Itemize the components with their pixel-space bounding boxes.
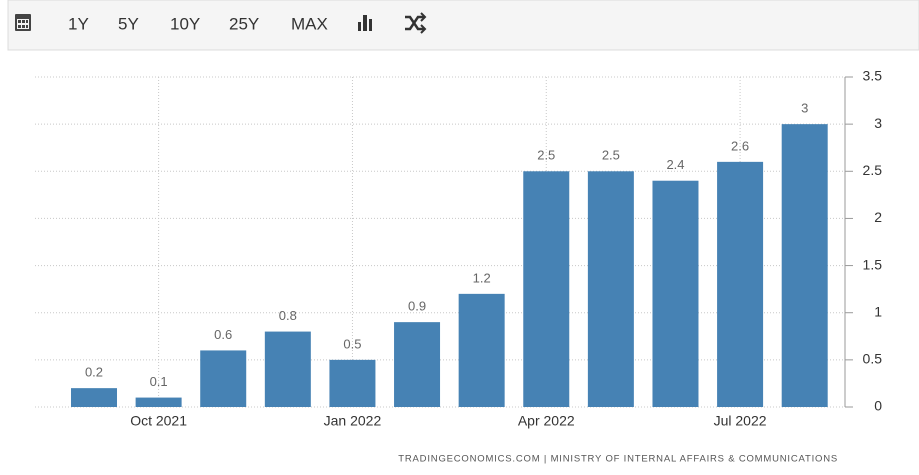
- value-label: 0.1: [150, 374, 168, 389]
- y-tick-label: 3.5: [863, 68, 883, 84]
- bar: [135, 397, 182, 407]
- bar: [394, 322, 441, 407]
- range-button[interactable]: 25Y: [229, 14, 259, 33]
- x-tick-label: Oct 2021: [130, 413, 187, 429]
- range-button[interactable]: 10Y: [170, 14, 200, 33]
- bar: [458, 293, 505, 407]
- bar: [587, 171, 634, 407]
- value-label: 3: [801, 101, 808, 116]
- range-button[interactable]: MAX: [291, 14, 328, 33]
- range-button[interactable]: 5Y: [118, 14, 139, 33]
- value-label: 2.6: [731, 138, 749, 153]
- bar: [781, 124, 828, 408]
- bar: [71, 388, 118, 407]
- value-label: 2.5: [602, 148, 620, 163]
- value-label: 0.6: [214, 327, 232, 342]
- range-button[interactable]: 1Y: [68, 14, 89, 33]
- shuffle-icon[interactable]: [405, 12, 427, 34]
- y-tick-label: 3: [874, 115, 882, 131]
- value-label: 0.8: [279, 308, 297, 323]
- bar: [717, 161, 764, 407]
- bar: [652, 180, 699, 407]
- value-label: 1.2: [473, 270, 491, 285]
- bar: [523, 171, 570, 407]
- x-tick-label: Jul 2022: [714, 413, 767, 429]
- y-tick-label: 0.5: [863, 351, 883, 367]
- value-label: 2.5: [537, 148, 555, 163]
- value-label: 0.9: [408, 299, 426, 314]
- y-tick-label: 1: [874, 303, 882, 319]
- y-tick-label: 2: [874, 209, 882, 225]
- x-tick-label: Apr 2022: [518, 413, 575, 429]
- toolbar: [7, 0, 919, 51]
- value-label: 0.5: [343, 336, 361, 351]
- source: TRADINGECONOMICS.COM | MINISTRY OF INTER…: [398, 454, 838, 465]
- bar: [329, 359, 376, 407]
- y-tick-label: 1.5: [863, 256, 883, 272]
- x-tick-label: Jan 2022: [324, 413, 382, 429]
- bar: [200, 350, 247, 407]
- y-tick-label: 0: [874, 398, 882, 414]
- calendar-icon[interactable]: [15, 14, 31, 31]
- bar: [264, 331, 311, 407]
- y-tick-label: 2.5: [863, 162, 883, 178]
- value-label: 0.2: [85, 365, 103, 380]
- value-label: 2.4: [666, 157, 684, 172]
- bar-chart-icon[interactable]: [358, 15, 372, 31]
